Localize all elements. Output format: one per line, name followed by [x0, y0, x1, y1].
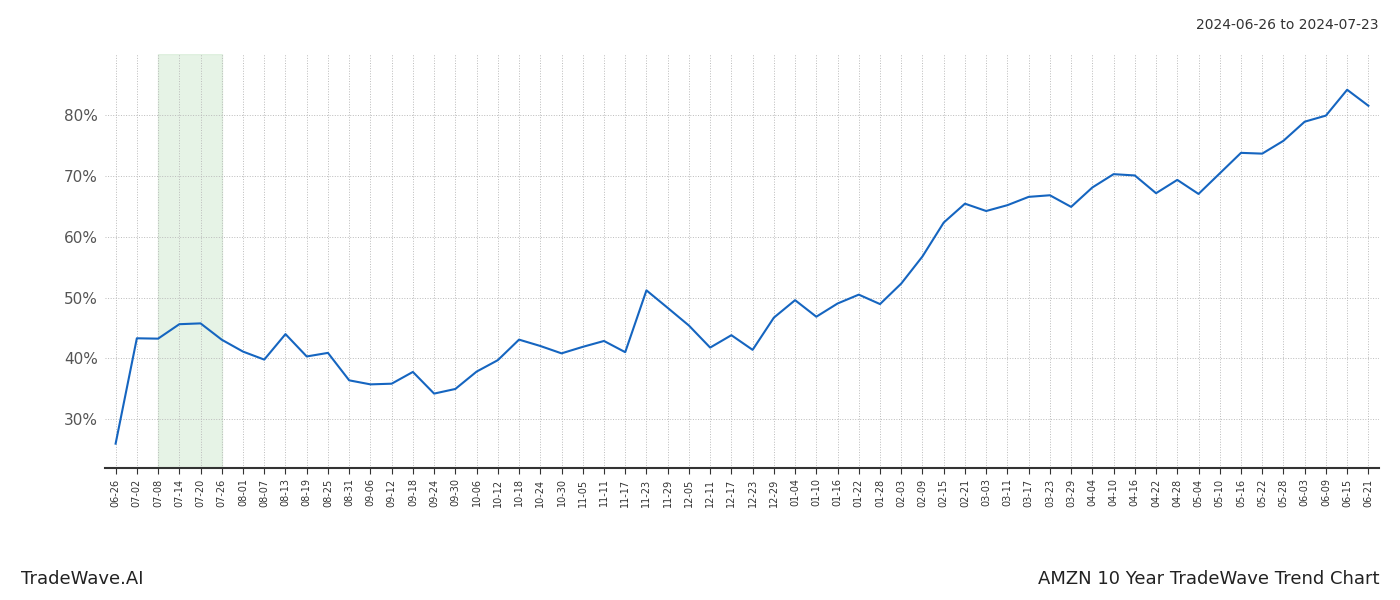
Text: TradeWave.AI: TradeWave.AI — [21, 570, 143, 588]
Text: AMZN 10 Year TradeWave Trend Chart: AMZN 10 Year TradeWave Trend Chart — [1037, 570, 1379, 588]
Bar — [158, 54, 221, 468]
Text: 2024-06-26 to 2024-07-23: 2024-06-26 to 2024-07-23 — [1197, 18, 1379, 32]
